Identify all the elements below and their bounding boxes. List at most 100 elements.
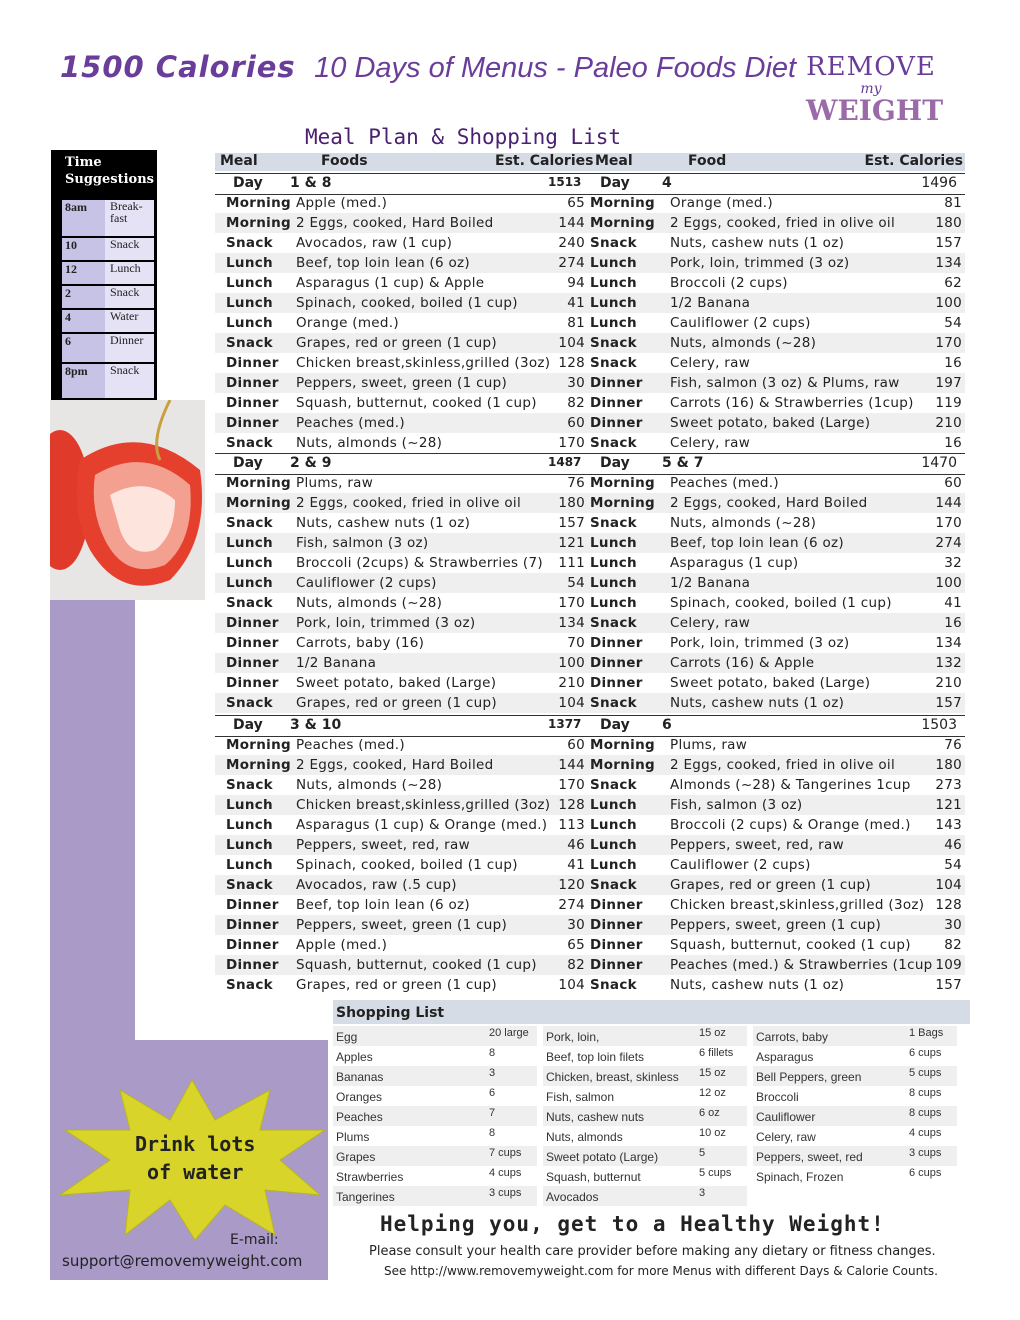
shopping-item: Pork, loin, 15 oz <box>543 1026 747 1046</box>
calories-cell: 60 <box>567 737 585 753</box>
meal-cell: Snack <box>590 777 637 793</box>
calories-cell: 128 <box>558 355 585 371</box>
food-cell: Broccoli (2cups) & Strawberries (7) <box>296 555 543 571</box>
item-name: Asparagus <box>756 1050 814 1064</box>
meal-cell: Lunch <box>590 595 637 611</box>
table-row: Lunch Asparagus (1 cup) & Apple 94 Lunch Bro… <box>215 273 965 293</box>
meal-cell: Morning <box>590 195 655 211</box>
food-cell: Chicken breast,skinless,grilled (3oz) <box>296 355 551 371</box>
item-name: Egg <box>336 1030 358 1044</box>
title-menus: 10 Days of Menus - Paleo Foods Diet <box>314 52 797 84</box>
item-name: Peaches <box>336 1110 383 1124</box>
meal-cell: Snack <box>226 977 273 993</box>
table-row: Lunch Spinach, cooked, boiled (1 cup) 41 Lu… <box>215 293 965 313</box>
day-cell: Day <box>233 717 263 733</box>
calories-cell: 65 <box>567 937 585 953</box>
header-meal: Meal <box>220 153 258 169</box>
food-cell: Broccoli (2 cups) & Orange (med.) <box>670 817 911 833</box>
calories-cell: 180 <box>558 495 585 511</box>
table-row: Morning Peaches (med.) 60 Morning Plums, raw… <box>215 735 965 755</box>
time-label: 4 <box>62 310 105 332</box>
food-cell: Grapes, red or green (1 cup) <box>296 695 497 711</box>
item-qty: 5 <box>699 1147 706 1159</box>
calories-cell: 60 <box>944 475 962 491</box>
table-row: Dinner Peppers, sweet, green (1 cup) 30 Din… <box>215 915 965 935</box>
time-row: 2 Snack <box>62 286 154 308</box>
meal-label: Dinner <box>105 334 154 362</box>
table-row: Snack Nuts, almonds (~28) 170 Snack Almonds … <box>215 775 965 795</box>
starburst-icon <box>58 1078 327 1241</box>
meal-cell: Dinner <box>226 937 279 953</box>
item-name: Cauliflower <box>756 1110 816 1124</box>
meal-cell: Morning <box>226 195 291 211</box>
calories-cell: 30 <box>567 375 585 391</box>
logo-line: REMOVE <box>806 52 936 82</box>
table-row: Dinner Carrots, baby (16) 70 Dinner Pork, lo… <box>215 633 965 653</box>
shopping-item: Plums 8 <box>333 1126 537 1146</box>
calories-cell: 62 <box>944 275 962 291</box>
day-cell: Day <box>233 175 263 191</box>
shopping-item: Bananas 3 <box>333 1066 537 1086</box>
calories-cell: 128 <box>935 897 962 913</box>
table-row: Snack Nuts, almonds (~28) 170 Lunch Spinach,… <box>215 593 965 613</box>
calories-cell: 70 <box>567 635 585 651</box>
item-name: Beef, top loin filets <box>546 1050 645 1064</box>
food-cell: 2 Eggs, cooked, fried in olive oil <box>670 215 896 231</box>
email-link[interactable]: support@removemyweight.com <box>62 1252 303 1270</box>
item-qty: 3 cups <box>909 1147 942 1159</box>
table-row: Lunch Peppers, sweet, red, raw 46 Lunch Pepp… <box>215 835 965 855</box>
meal-cell: Dinner <box>590 957 643 973</box>
meal-label: Water <box>105 310 154 332</box>
meal-cell: Lunch <box>590 295 637 311</box>
calories-cell: 274 <box>935 535 962 551</box>
table-row: Dinner Sweet potato, baked (Large) 210 Dinn… <box>215 673 965 693</box>
table-row: Lunch Spinach, cooked, boiled (1 cup) 41 Lu… <box>215 855 965 875</box>
item-qty: 6 oz <box>699 1107 720 1119</box>
email-label: E-mail: <box>230 1232 279 1248</box>
table-row: Dinner Peaches (med.) 60 Dinner Sweet potato… <box>215 413 965 433</box>
item-name: Squash, butternut <box>546 1170 641 1184</box>
table-row: Dinner Chicken breast,skinless,grilled (3… <box>215 353 965 373</box>
item-qty: 6 fillets <box>699 1047 734 1059</box>
shopping-item: Peaches 7 <box>333 1106 537 1126</box>
shopping-item: Carrots, baby 1 Bags <box>753 1026 957 1046</box>
food-cell: Apple (med.) <box>296 195 388 211</box>
subtitle: Meal Plan & Shopping List <box>305 125 622 149</box>
meal-cell: Morning <box>590 737 655 753</box>
food-cell: Asparagus (1 cup) & Apple <box>296 275 485 291</box>
food-cell: Celery, raw <box>670 355 751 371</box>
calories-cell: 94 <box>567 275 585 291</box>
food-cell: 1/2 Banana <box>670 295 751 311</box>
header-foods: Foods <box>321 153 368 169</box>
food-cell: Carrots (16) & Strawberries (1cup) <box>670 395 914 411</box>
food-cell: Grapes, red or green (1 cup) <box>670 877 871 893</box>
item-name: Pork, loin, <box>546 1030 600 1044</box>
meal-cell: Dinner <box>590 937 643 953</box>
day-cell: 5 & 7 <box>662 455 704 471</box>
food-cell: Carrots, baby (16) <box>296 635 425 651</box>
table-row: Dinner 1/2 Banana 100 Dinner Carrots (16) & … <box>215 653 965 673</box>
meal-cell: Morning <box>226 475 291 491</box>
food-cell: 2 Eggs, cooked, Hard Boiled <box>296 215 494 231</box>
table-row: Lunch Orange (med.) 81 Lunch Cauliflower (2 … <box>215 313 965 333</box>
meal-cell: Lunch <box>590 275 637 291</box>
food-cell: Orange (med.) <box>296 315 399 331</box>
header-calories: Est. Calories <box>495 153 594 169</box>
meal-cell: Dinner <box>226 675 279 691</box>
calories-cell: 144 <box>935 495 962 511</box>
calories-cell: 41 <box>944 595 962 611</box>
item-qty: 20 large <box>489 1027 529 1039</box>
shopping-item: Nuts, almonds 10 oz <box>543 1126 747 1146</box>
food-cell: Fish, salmon (3 oz) <box>670 797 803 813</box>
shopping-column: Carrots, baby 1 Bags Asparagus 6 cups Bell P… <box>753 1026 957 1186</box>
time-row: 8pm Snack <box>62 364 154 398</box>
shopping-item: Avocados 3 <box>543 1186 747 1206</box>
calories-cell: 157 <box>558 515 585 531</box>
disclaimer: Please consult your health care provider… <box>369 1244 936 1259</box>
meal-cell: Lunch <box>226 817 273 833</box>
table-row: Snack Avocados, raw (1 cup) 240 Snack Nuts, … <box>215 233 965 253</box>
meal-cell: Lunch <box>590 857 637 873</box>
meal-cell: Snack <box>226 335 273 351</box>
food-cell: Nuts, almonds (~28) <box>296 595 443 611</box>
